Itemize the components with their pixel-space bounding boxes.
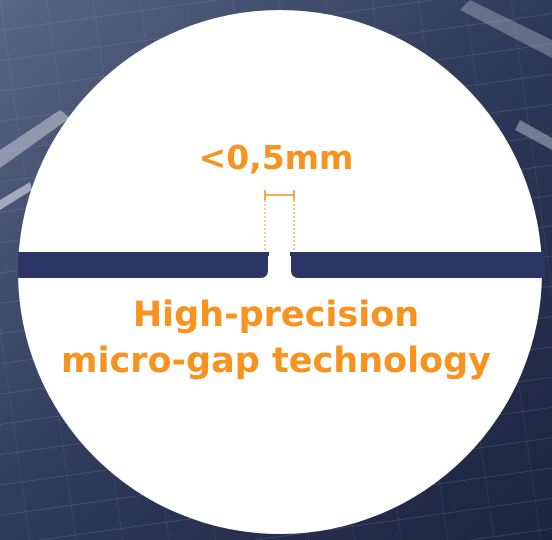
headline-line-2: micro-gap technology bbox=[61, 341, 491, 381]
gap-measurement-label: <0,5mm bbox=[198, 138, 354, 177]
panel-cross-section bbox=[18, 252, 545, 278]
headline-line-1: High-precision bbox=[132, 295, 420, 335]
gap-dimension-icon bbox=[264, 190, 295, 252]
badge-circle bbox=[18, 10, 542, 534]
headline: High-precision micro-gap technology bbox=[0, 292, 552, 384]
